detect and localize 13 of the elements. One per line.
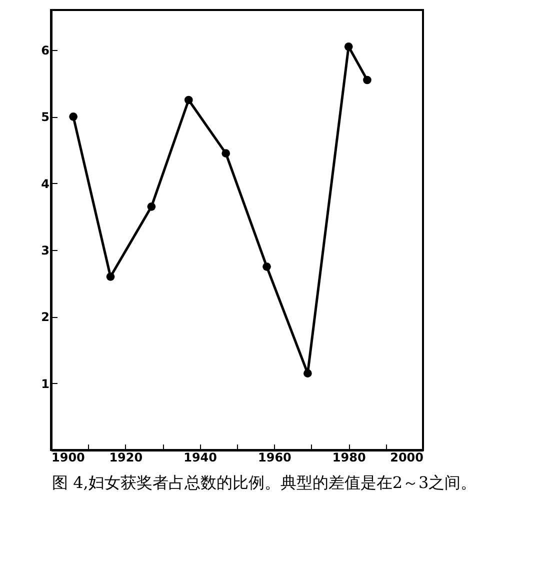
caption: 图 4,妇女获奖者占总数的比例。典型的差值是在2～3之间。 (51, 472, 478, 494)
x-tick-label: 1980 (332, 450, 366, 464)
y-tick-label: 5 (41, 110, 50, 124)
x-tick-label: 1940 (184, 450, 218, 464)
x-tick-label: 1920 (109, 450, 143, 464)
x-tick-label: 2000 (390, 450, 424, 464)
y-tick-label: 2 (41, 310, 50, 324)
y-tick-label: 6 (41, 44, 50, 58)
y-tick-label: 3 (41, 244, 50, 258)
y-tick-label: 1 (41, 376, 50, 391)
y-tick-label: 4 (41, 176, 50, 191)
x-tick-label: 1900 (52, 450, 85, 464)
x-tick-label: 1960 (258, 450, 292, 464)
